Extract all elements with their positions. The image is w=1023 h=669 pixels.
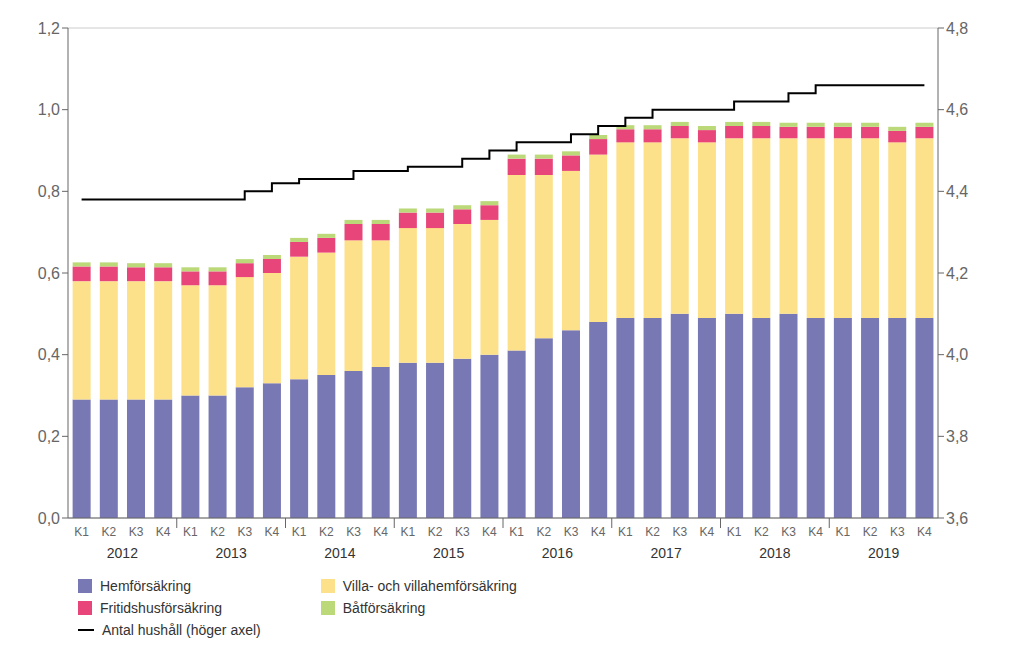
svg-text:K1: K1 xyxy=(183,525,198,539)
svg-text:4,2: 4,2 xyxy=(946,265,968,282)
svg-text:1,0: 1,0 xyxy=(38,101,60,118)
html-text:Båtförsäkring: Båtförsäkring xyxy=(342,600,426,616)
svg-text:K3: K3 xyxy=(564,525,579,539)
svg-text:0,4: 0,4 xyxy=(38,346,60,363)
svg-text:4,8: 4,8 xyxy=(946,20,968,37)
svg-text:2017: 2017 xyxy=(651,545,682,561)
svg-text:K1: K1 xyxy=(727,525,742,539)
svg-text:K2: K2 xyxy=(101,525,116,539)
svg-text:0,2: 0,2 xyxy=(38,428,60,445)
svg-text:3,8: 3,8 xyxy=(946,428,968,445)
svg-text:K2: K2 xyxy=(536,525,551,539)
svg-text:K1: K1 xyxy=(618,525,633,539)
html-text:Antal hushåll (höger axel): Antal hushåll (höger axel) xyxy=(102,622,261,638)
svg-text:K2: K2 xyxy=(754,525,769,539)
svg-text:K1: K1 xyxy=(292,525,307,539)
svg-text:4,0: 4,0 xyxy=(946,346,968,363)
svg-text:K4: K4 xyxy=(373,525,388,539)
svg-text:K4: K4 xyxy=(808,525,823,539)
svg-text:K4: K4 xyxy=(917,525,932,539)
svg-text:2012: 2012 xyxy=(107,545,138,561)
svg-text:K3: K3 xyxy=(455,525,470,539)
svg-text:K4: K4 xyxy=(700,525,715,539)
svg-text:K3: K3 xyxy=(346,525,361,539)
svg-text:0,0: 0,0 xyxy=(38,510,60,527)
svg-text:K3: K3 xyxy=(237,525,252,539)
svg-text:K4: K4 xyxy=(591,525,606,539)
svg-text:K2: K2 xyxy=(645,525,660,539)
svg-text:2013: 2013 xyxy=(216,545,247,561)
svg-text:K3: K3 xyxy=(781,525,796,539)
svg-text:K3: K3 xyxy=(129,525,144,539)
html-text:Villa- och villahemförsäkring: Villa- och villahemförsäkring xyxy=(342,578,517,594)
svg-text:1,2: 1,2 xyxy=(38,20,60,37)
svg-text:K4: K4 xyxy=(265,525,280,539)
svg-text:K4: K4 xyxy=(156,525,171,539)
svg-text:2014: 2014 xyxy=(324,545,355,561)
html-text:Fritidshusförsäkring: Fritidshusförsäkring xyxy=(100,600,223,616)
svg-text:K1: K1 xyxy=(74,525,89,539)
svg-text:3,6: 3,6 xyxy=(946,510,968,527)
svg-text:2018: 2018 xyxy=(759,545,790,561)
svg-text:K2: K2 xyxy=(863,525,878,539)
svg-text:2019: 2019 xyxy=(868,545,899,561)
svg-text:K1: K1 xyxy=(401,525,416,539)
svg-text:4,6: 4,6 xyxy=(946,101,968,118)
svg-text:K1: K1 xyxy=(836,525,851,539)
svg-text:K3: K3 xyxy=(890,525,905,539)
svg-text:K4: K4 xyxy=(482,525,497,539)
svg-text:2015: 2015 xyxy=(433,545,464,561)
svg-text:K2: K2 xyxy=(210,525,225,539)
svg-text:4,4: 4,4 xyxy=(946,183,968,200)
svg-text:K1: K1 xyxy=(509,525,524,539)
svg-text:K2: K2 xyxy=(428,525,443,539)
svg-text:K3: K3 xyxy=(672,525,687,539)
svg-text:0,8: 0,8 xyxy=(38,183,60,200)
svg-text:0,6: 0,6 xyxy=(38,265,60,282)
svg-text:2016: 2016 xyxy=(542,545,573,561)
svg-text:K2: K2 xyxy=(319,525,334,539)
html-text:Hemförsäkring: Hemförsäkring xyxy=(100,578,191,594)
